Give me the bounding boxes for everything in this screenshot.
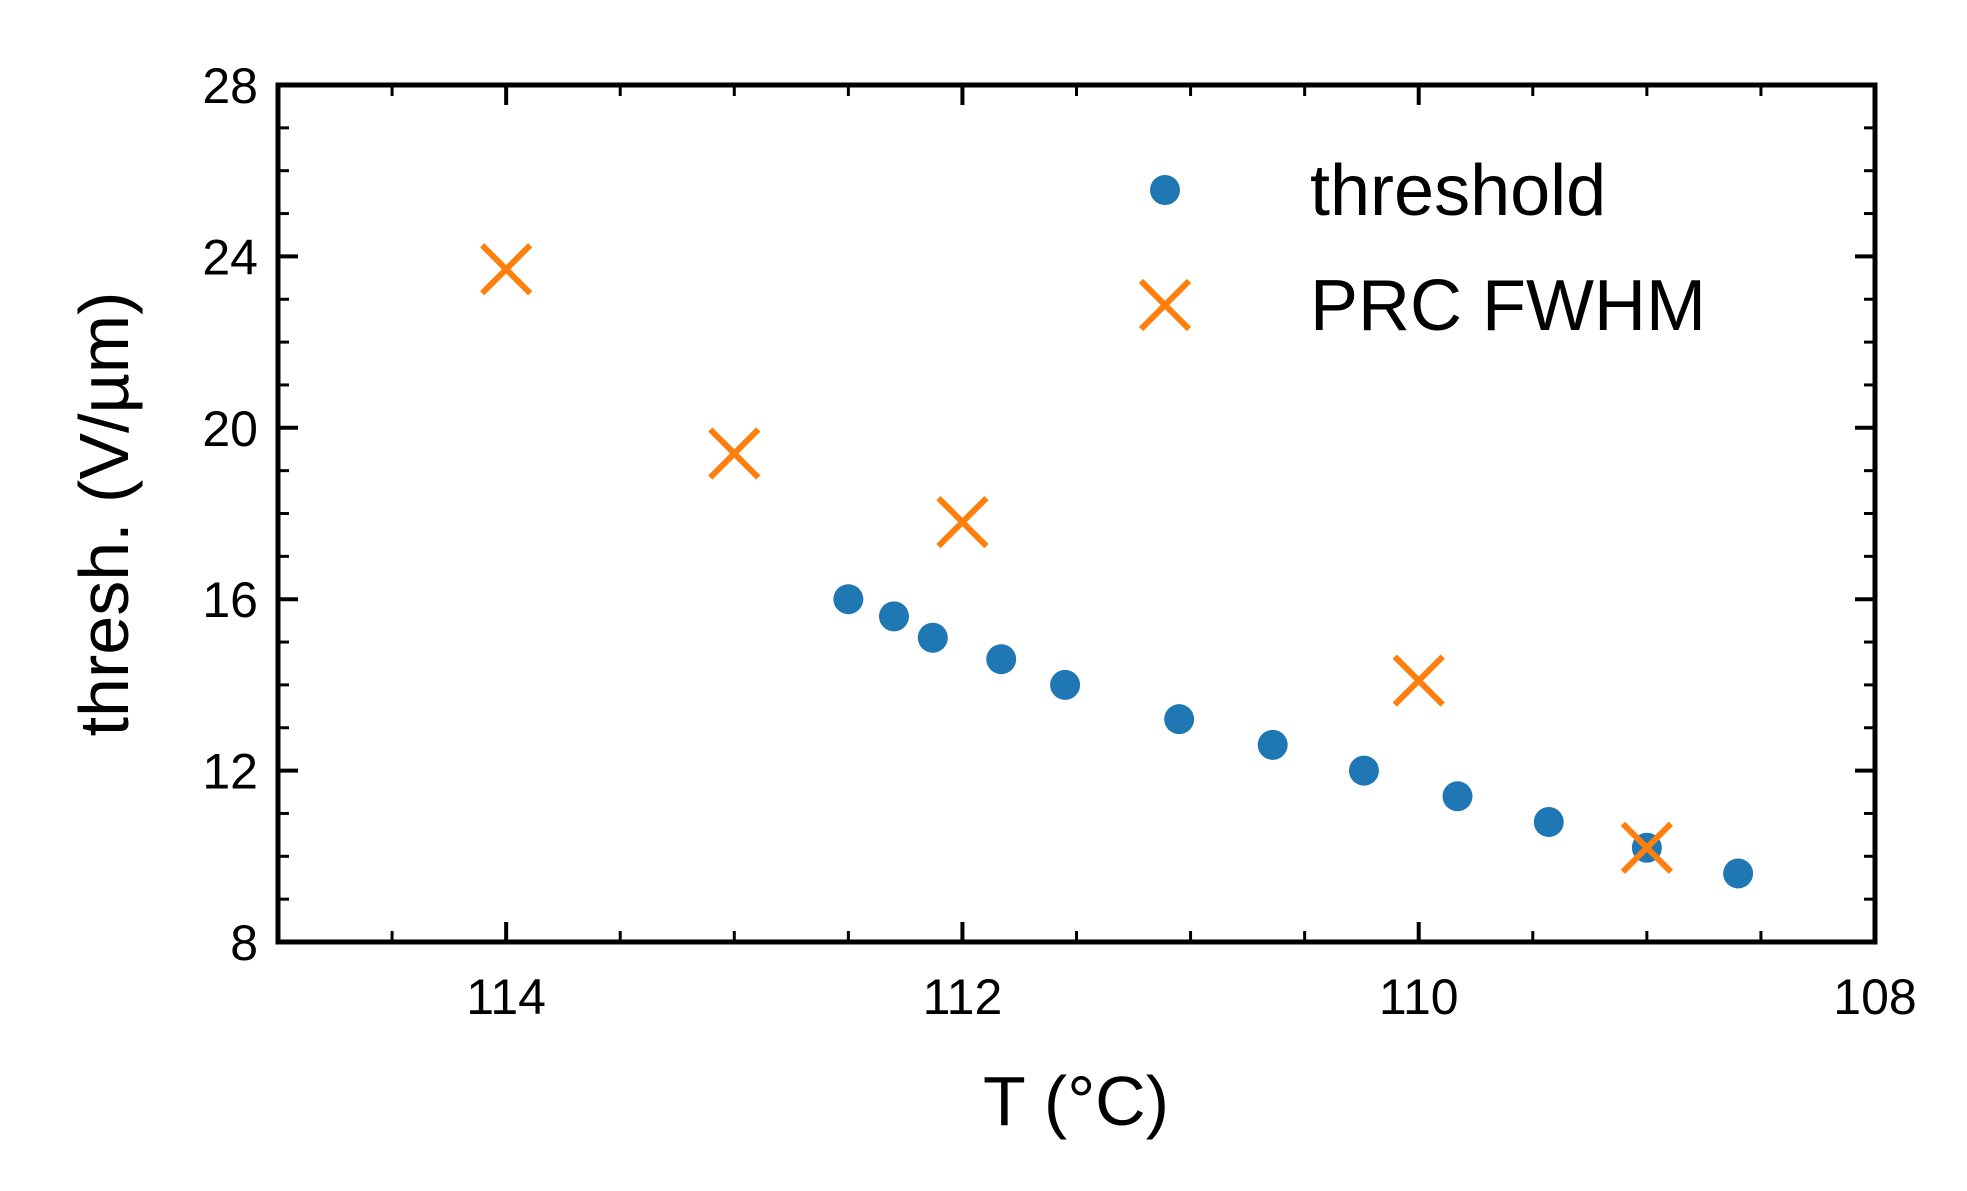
y-tick-label: 28 [202, 58, 258, 114]
threshold-point [1533, 807, 1564, 838]
x-tick-labels: 114 112 110 108 [466, 969, 1916, 1025]
y-tick-label: 16 [202, 572, 258, 628]
prc-fwhm-point [1620, 821, 1673, 874]
prc-fwhm-point [480, 243, 533, 296]
threshold-point [1164, 704, 1195, 735]
prc-fwhm-point [708, 427, 761, 480]
legend-marker-threshold [1150, 175, 1180, 205]
y-tick-label: 20 [202, 401, 258, 457]
legend-label-prc-fwhm: PRC FWHM [1310, 266, 1706, 346]
legend-marker-prc-fwhm [1138, 278, 1192, 332]
x-tick-label: 110 [1379, 969, 1459, 1025]
y-tick-labels: 8 12 16 20 24 28 [202, 58, 258, 971]
threshold-point [1442, 781, 1473, 812]
x-tick-label: 108 [1833, 969, 1916, 1025]
x-tick-label: 112 [923, 969, 1003, 1025]
y-axis-title: thresh. (V/µm) [65, 292, 143, 737]
legend-label-threshold: threshold [1310, 151, 1606, 231]
x-axis-title: T (°C) [983, 1062, 1169, 1140]
y-tick-label: 8 [230, 915, 258, 971]
threshold-point [1348, 755, 1379, 786]
prc-fwhm-point [1392, 654, 1445, 707]
threshold-point [917, 622, 948, 653]
threshold-point [1050, 669, 1081, 700]
threshold-point [1257, 729, 1288, 760]
y-tick-label: 12 [202, 744, 258, 800]
plot-frame [275, 82, 1878, 945]
threshold-point [1723, 858, 1754, 889]
y-tick-label: 24 [202, 229, 258, 285]
prc-fwhm-point [936, 495, 989, 549]
data-marks [480, 243, 1754, 889]
major-ticks [278, 83, 1877, 944]
threshold-point [878, 601, 909, 632]
legend: threshold PRC FWHM [1138, 151, 1706, 346]
x-tick-label: 114 [466, 969, 546, 1025]
threshold-point [986, 644, 1017, 675]
threshold-point [833, 584, 864, 615]
minor-ticks [276, 85, 1875, 942]
